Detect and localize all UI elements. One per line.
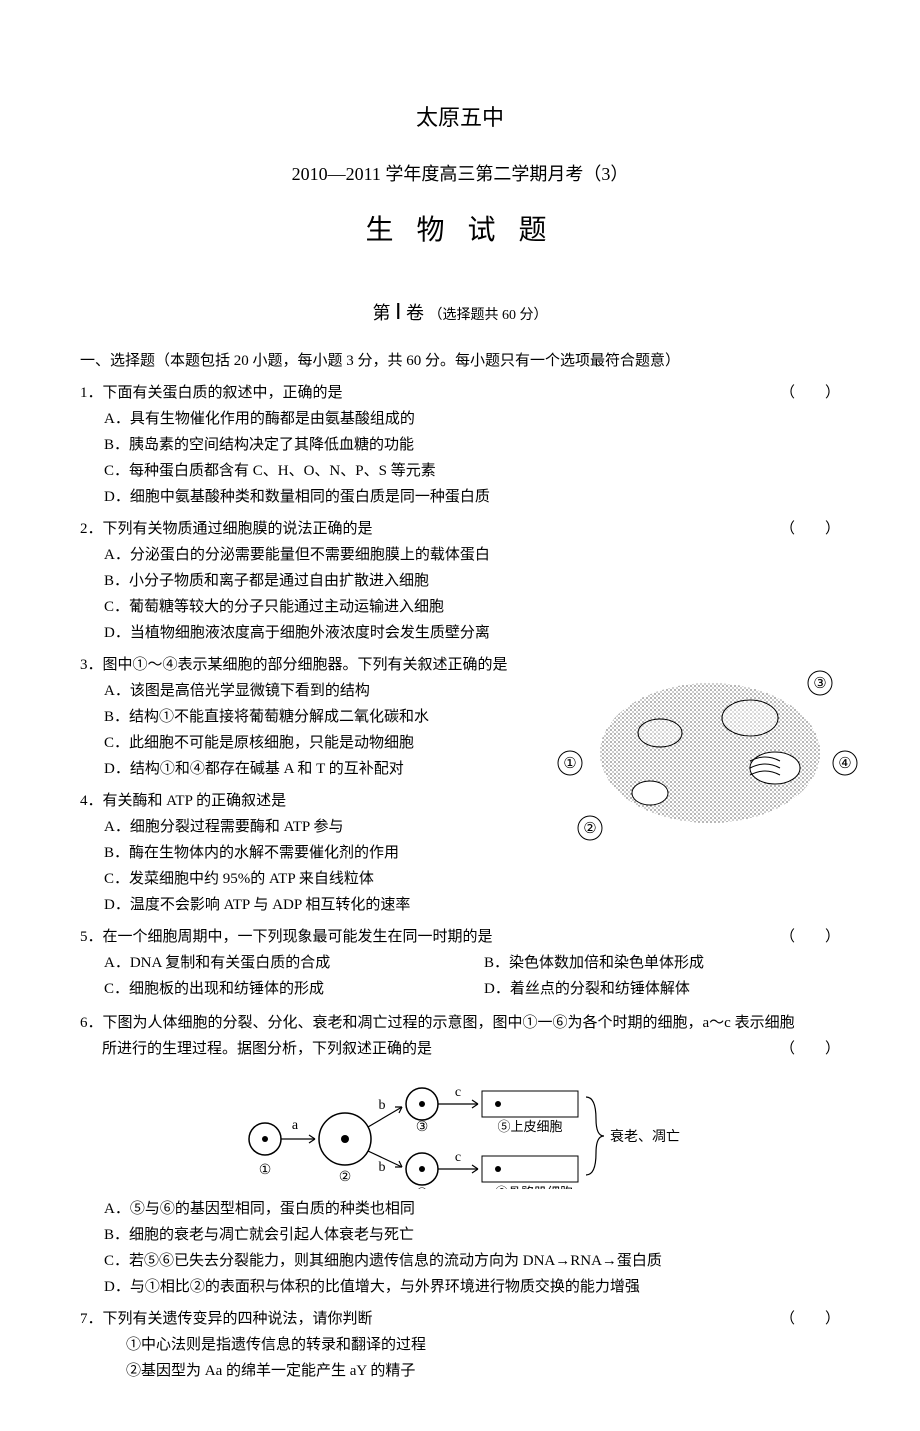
q3-C: C．此细胞不可能是原核细胞，只能是动物细胞 xyxy=(80,731,840,755)
year-info: 2010—2011 学年度高三第二学期月考（3） xyxy=(80,160,840,189)
question-3: 3．图中①～④表示某细胞的部分细胞器。下列有关叙述正确的是 A．该图是高倍光学显… xyxy=(80,653,840,781)
svg-text:④: ④ xyxy=(838,756,851,772)
question-7: 7．下列有关遗传变异的四种说法，请你判断 （ ） ①中心法则是指遗传信息的转录和… xyxy=(80,1307,840,1383)
q5-stem: 5．在一个细胞周期中，一下列现象最可能发生在同一时期的是 （ ） xyxy=(80,925,840,949)
volume-desc: （选择题共 60 分） xyxy=(429,308,548,323)
q5-text: 在一个细胞周期中，一下列现象最可能发生在同一时期的是 xyxy=(103,929,493,945)
q6-num: 6． xyxy=(80,1015,103,1031)
d-c1: c xyxy=(455,1085,461,1100)
section-header: 一、选择题（本题包括 20 小题，每小题 3 分，共 60 分。每小题只有一个选… xyxy=(80,349,840,373)
d-a: a xyxy=(292,1118,299,1133)
q6-text2: 所进行的生理过程。据图分析，下列叙述正确的是 xyxy=(102,1041,432,1057)
q1-A: A．具有生物催化作用的酶都是由氨基酸组成的 xyxy=(80,407,840,431)
main-title: 生 物 试 题 xyxy=(80,209,840,254)
d-b1: b xyxy=(379,1098,386,1113)
q5-B: B．染色体数加倍和染色单体形成 xyxy=(460,951,840,975)
q1-stem: 1．下面有关蛋白质的叙述中，正确的是 （ ） xyxy=(80,381,840,405)
q6-C: C．若⑤⑥已失去分裂能力，则其细胞内遗传信息的流动方向为 DNA→RNA→蛋白质 xyxy=(80,1249,840,1273)
q3-D: D．结构①和④都存在碱基 A 和 T 的互补配对 xyxy=(80,757,840,781)
q1-num: 1． xyxy=(80,385,103,401)
q1-paren: （ ） xyxy=(780,381,840,405)
q4-A: A．细胞分裂过程需要酶和 ATP 参与 xyxy=(80,815,840,839)
q1-B: B．胰岛素的空间结构决定了其降低血糖的功能 xyxy=(80,433,840,457)
q7-stem: 7．下列有关遗传变异的四种说法，请你判断 （ ） xyxy=(80,1307,840,1331)
d-box5: ⑤上皮细胞 xyxy=(497,1119,562,1134)
question-4: 4．有关酶和 ATP 的正确叙述是 A．细胞分裂过程需要酶和 ATP 参与 B．… xyxy=(80,789,840,917)
d-n2: ② xyxy=(339,1170,352,1185)
question-2: 2．下列有关物质通过细胞膜的说法正确的是 （ ） A．分泌蛋白的分泌需要能量但不… xyxy=(80,517,840,645)
q2-num: 2． xyxy=(80,521,103,537)
q2-B: B．小分子物质和离子都是通过自由扩散进入细胞 xyxy=(80,569,840,593)
q4-D: D．温度不会影响 ATP 与 ADP 相互转化的速率 xyxy=(80,893,840,917)
q2-stem: 2．下列有关物质通过细胞膜的说法正确的是 （ ） xyxy=(80,517,840,541)
d-box6: ⑥骨骼肌细胞 xyxy=(495,1185,573,1189)
d-c2: c xyxy=(455,1150,461,1165)
d-n4: ④ xyxy=(416,1185,428,1189)
volume-suffix: 卷 xyxy=(406,303,424,323)
q4-B: B．酶在生物体内的水解不需要催化剂的作用 xyxy=(80,841,840,865)
q6-paren: （ ） xyxy=(780,1037,840,1061)
cell-cycle-diagram: ① a ② b b ③ ④ c c ⑤上皮细胞 ⑥骨骼肌细胞 衰老、凋亡 xyxy=(230,1069,690,1189)
q5-num: 5． xyxy=(80,929,103,945)
question-1: 1．下面有关蛋白质的叙述中，正确的是 （ ） A．具有生物催化作用的酶都是由氨基… xyxy=(80,381,840,509)
q7-s2: ②基因型为 Aa 的绵羊一定能产生 aY 的精子 xyxy=(80,1359,840,1383)
q3-q4-block: ① ② ③ ④ 3．图中①～④表示某细胞的部分细胞器。下列有关叙述正确的是 A．… xyxy=(80,653,840,917)
q4-num: 4． xyxy=(80,793,103,809)
q6-B: B．细胞的衰老与凋亡就会引起人体衰老与死亡 xyxy=(80,1223,840,1247)
q1-D: D．细胞中氨基酸种类和数量相同的蛋白质是同一种蛋白质 xyxy=(80,485,840,509)
question-5: 5．在一个细胞周期中，一下列现象最可能发生在同一时期的是 （ ） A．DNA 复… xyxy=(80,925,840,1003)
q6-D: D．与①相比②的表面积与体积的比值增大，与外界环境进行物质交换的能力增强 xyxy=(80,1275,840,1299)
q4-text: 有关酶和 ATP 的正确叙述是 xyxy=(103,793,287,809)
q6-text1: 下图为人体细胞的分裂、分化、衰老和凋亡过程的示意图，图中①一⑥为各个时期的细胞，… xyxy=(103,1015,795,1031)
q7-s1: ①中心法则是指遗传信息的转录和翻译的过程 xyxy=(80,1333,840,1357)
volume-title: 第 Ⅰ 卷 （选择题共 60 分） xyxy=(80,294,840,329)
q1-C: C．每种蛋白质都含有 C、H、O、N、P、S 等元素 xyxy=(80,459,840,483)
q3-num: 3． xyxy=(80,657,103,673)
q4-C: C．发菜细胞中约 95%的 ATP 来自线粒体 xyxy=(80,867,840,891)
q2-paren: （ ） xyxy=(780,517,840,541)
q6-A: A．⑤与⑥的基因型相同，蛋白质的种类也相同 xyxy=(80,1197,840,1221)
d-n1: ① xyxy=(259,1163,272,1178)
q2-A: A．分泌蛋白的分泌需要能量但不需要细胞膜上的载体蛋白 xyxy=(80,543,840,567)
q3-stem: 3．图中①～④表示某细胞的部分细胞器。下列有关叙述正确的是 xyxy=(80,653,840,677)
q3-B: B．结构①不能直接将葡萄糖分解成二氧化碳和水 xyxy=(80,705,840,729)
q5-A: A．DNA 复制和有关蛋白质的合成 xyxy=(80,951,460,975)
q1-text: 下面有关蛋白质的叙述中，正确的是 xyxy=(103,385,343,401)
q7-num: 7． xyxy=(80,1311,103,1327)
q5-paren: （ ） xyxy=(780,925,840,949)
school-name: 太原五中 xyxy=(80,100,840,135)
q6-stem: 6．下图为人体细胞的分裂、分化、衰老和凋亡过程的示意图，图中①一⑥为各个时期的细… xyxy=(80,1011,840,1035)
q3-text: 图中①～④表示某细胞的部分细胞器。下列有关叙述正确的是 xyxy=(103,657,508,673)
q7-paren: （ ） xyxy=(780,1307,840,1331)
q3-A: A．该图是高倍光学显微镜下看到的结构 xyxy=(80,679,840,703)
q4-stem: 4．有关酶和 ATP 的正确叙述是 xyxy=(80,789,840,813)
q2-C: C．葡萄糖等较大的分子只能通过主动运输进入细胞 xyxy=(80,595,840,619)
q5-C: C．细胞板的出现和纺锤体的形成 xyxy=(80,977,460,1001)
volume-prefix: 第 xyxy=(373,303,391,323)
q5-D: D．着丝点的分裂和纺锤体解体 xyxy=(460,977,840,1001)
volume-num: Ⅰ xyxy=(395,299,402,324)
d-n3: ③ xyxy=(416,1120,429,1135)
d-right: 衰老、凋亡 xyxy=(610,1128,680,1145)
q6-stem2: 所进行的生理过程。据图分析，下列叙述正确的是 （ ） xyxy=(80,1037,840,1061)
q2-text: 下列有关物质通过细胞膜的说法正确的是 xyxy=(103,521,373,537)
question-6: 6．下图为人体细胞的分裂、分化、衰老和凋亡过程的示意图，图中①一⑥为各个时期的细… xyxy=(80,1011,840,1299)
q2-D: D．当植物细胞液浓度高于细胞外液浓度时会发生质壁分离 xyxy=(80,621,840,645)
d-b2: b xyxy=(379,1160,386,1175)
q7-text: 下列有关遗传变异的四种说法，请你判断 xyxy=(103,1311,373,1327)
